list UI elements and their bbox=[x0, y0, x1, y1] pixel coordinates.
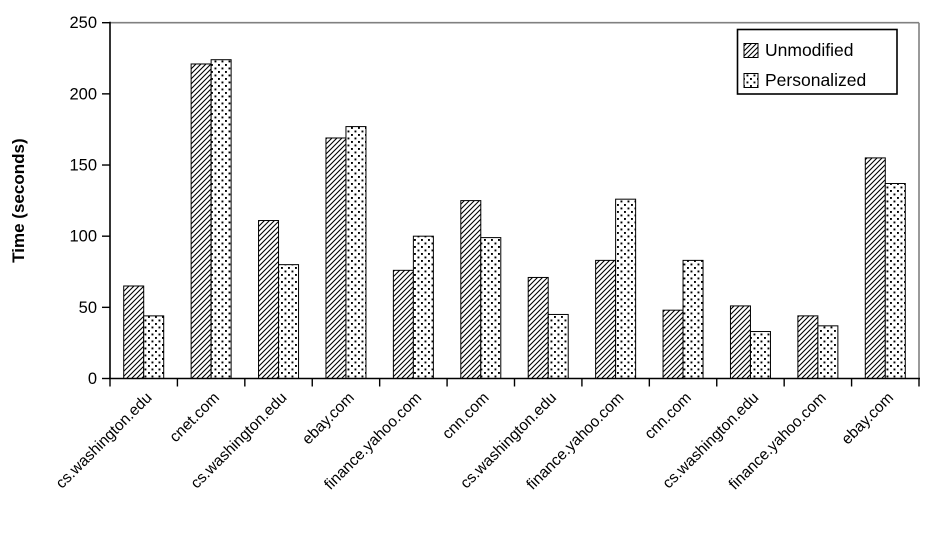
bar-personalized-2 bbox=[278, 264, 300, 380]
x-axis-ticks-group bbox=[109, 378, 920, 387]
bar-unmodified-6 bbox=[527, 276, 549, 379]
bar-unmodified-9 bbox=[729, 305, 751, 380]
y-tick-label: 150 bbox=[69, 157, 97, 175]
bar-personalized-9 bbox=[749, 331, 771, 379]
y-tick-label: 100 bbox=[69, 228, 97, 246]
legend-swatch-unmodified bbox=[743, 43, 759, 58]
bar-unmodified-3 bbox=[325, 137, 347, 379]
bar-personalized-11 bbox=[884, 183, 906, 379]
legend: Unmodified Personalized bbox=[736, 28, 898, 95]
y-tick-label: 50 bbox=[79, 299, 97, 317]
bar-personalized-6 bbox=[547, 313, 569, 379]
bar-unmodified-5 bbox=[460, 200, 482, 379]
legend-swatch-personalized bbox=[743, 73, 759, 88]
y-axis-ticks-group: 0 50 100 150 200 250 bbox=[69, 14, 110, 388]
bar-unmodified-1 bbox=[190, 63, 212, 379]
bar-personalized-4 bbox=[412, 235, 434, 379]
bar-unmodified-0 bbox=[123, 285, 145, 380]
y-tick-label: 200 bbox=[69, 85, 97, 103]
legend-box bbox=[736, 28, 898, 95]
y-tick-label: 250 bbox=[69, 14, 97, 32]
bar-unmodified-4 bbox=[392, 269, 414, 379]
bar-unmodified-11 bbox=[864, 157, 886, 379]
bar-personalized-8 bbox=[682, 259, 704, 379]
bar-unmodified-8 bbox=[662, 309, 684, 379]
legend-label-unmodified: Unmodified bbox=[765, 40, 854, 60]
bar-personalized-3 bbox=[345, 126, 367, 379]
bar-unmodified-7 bbox=[595, 259, 617, 379]
bar-unmodified-2 bbox=[258, 220, 280, 379]
bar-unmodified-10 bbox=[797, 315, 819, 380]
bar-personalized-0 bbox=[143, 315, 165, 380]
y-tick-label: 0 bbox=[88, 370, 97, 388]
y-axis-title: Time (seconds) bbox=[9, 138, 28, 262]
bar-personalized-5 bbox=[480, 237, 502, 379]
legend-label-personalized: Personalized bbox=[765, 70, 866, 90]
bar-personalized-1 bbox=[210, 59, 232, 380]
bar-personalized-7 bbox=[615, 198, 637, 379]
bar-personalized-10 bbox=[817, 325, 839, 380]
